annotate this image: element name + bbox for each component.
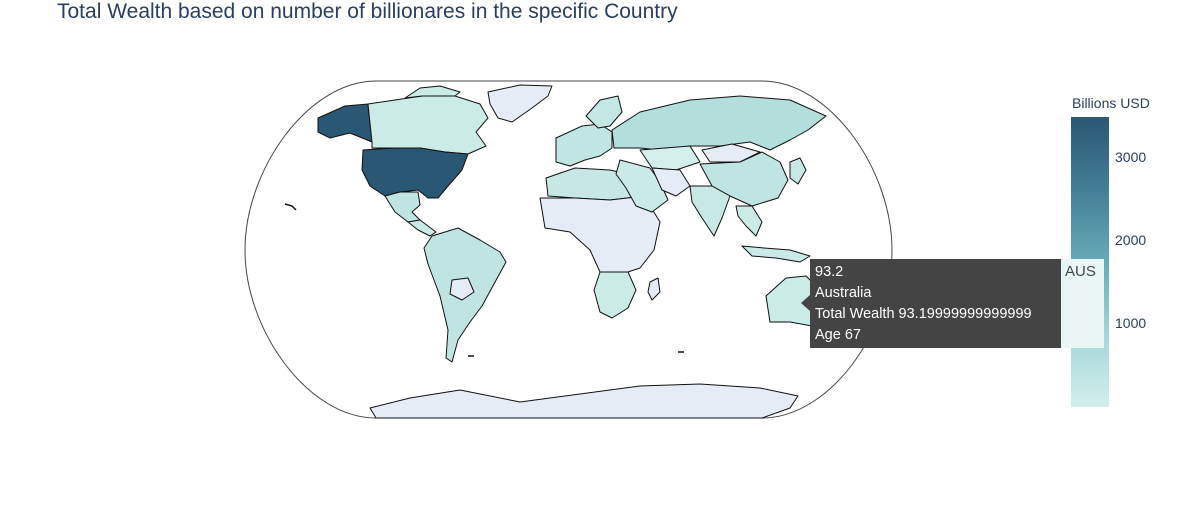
tooltip-value: 93.2: [815, 264, 844, 280]
colorbar-tick: 3000: [1115, 149, 1147, 166]
colorbar-title: Billions USD: [1072, 95, 1150, 111]
tooltip-country-code: AUS: [1061, 259, 1104, 348]
region-central-africa[interactable]: [647, 277, 661, 301]
tooltip-country: Australia: [815, 285, 872, 301]
region-scandinavia[interactable]: [585, 95, 623, 129]
region-bolivia[interactable]: [449, 277, 475, 301]
region-japan[interactable]: [789, 157, 807, 185]
region-iran[interactable]: [651, 167, 691, 197]
colorbar-tick: 2000: [1115, 232, 1147, 249]
region-mexico[interactable]: [384, 191, 421, 223]
region-hawaii: [284, 203, 297, 211]
tooltip-age: Age 67: [815, 327, 861, 343]
region-india[interactable]: [689, 185, 731, 237]
hover-tooltip: 93.2 Australia Total Wealth 93.199999999…: [810, 259, 1061, 348]
chart-title: Total Wealth based on number of billiona…: [57, 0, 678, 23]
region-united-states[interactable]: [361, 147, 469, 199]
region-greenland[interactable]: [487, 84, 553, 123]
region-central-africa[interactable]: [539, 195, 661, 273]
region-canada[interactable]: [404, 85, 461, 99]
region-southeast-asia[interactable]: [735, 205, 763, 237]
tooltip-arrow: [801, 295, 810, 311]
region-indonesia[interactable]: [741, 245, 811, 263]
region-europe[interactable]: [555, 123, 613, 167]
region-alaska[interactable]: [317, 103, 373, 143]
colorbar-tick: 1000: [1115, 315, 1147, 332]
tooltip-total-wealth: Total Wealth 93.19999999999999: [815, 306, 1032, 322]
region-central-america[interactable]: [407, 219, 437, 237]
region-antarctica[interactable]: [369, 383, 799, 419]
region-middle-east[interactable]: [615, 159, 669, 213]
region-southern-africa[interactable]: [593, 271, 637, 319]
region-kazakhstan[interactable]: [639, 145, 701, 171]
region-canada[interactable]: [367, 95, 489, 155]
country-shapes: [317, 84, 863, 419]
